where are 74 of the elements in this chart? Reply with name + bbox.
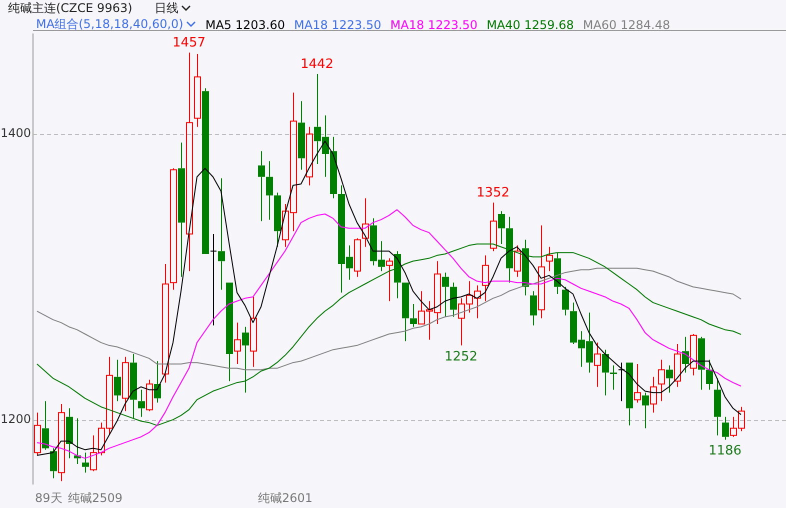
candlestick (450, 282, 457, 318)
candlestick (674, 344, 681, 388)
candlestick (186, 52, 193, 272)
candlestick (122, 356, 129, 412)
candlestick (234, 322, 241, 364)
legend-label: MA18 1223.50 (294, 18, 382, 32)
candlestick (306, 126, 313, 186)
text: MA40 1259.68 (486, 18, 574, 32)
annotation: 1457 (172, 35, 206, 50)
candlestick (202, 88, 209, 254)
y-tick-label: 1200 (0, 412, 31, 426)
annotation: 1186 (708, 444, 742, 459)
candlestick (410, 304, 417, 328)
candlestick (242, 326, 249, 394)
candlestick (386, 258, 393, 302)
candlestick (514, 244, 521, 278)
candlestick (490, 202, 497, 252)
candlestick (298, 100, 305, 170)
candlestick (706, 359, 713, 390)
candlestick (258, 150, 265, 222)
candlestick (274, 192, 281, 248)
candlestick (642, 392, 649, 429)
candlestick (138, 389, 145, 418)
candlestick (162, 264, 169, 384)
candlestick (394, 250, 401, 299)
candlestick (130, 354, 137, 419)
candlestick (178, 142, 185, 278)
candlestick (722, 416, 729, 440)
candlestick (714, 378, 721, 436)
candlestick (482, 254, 489, 302)
candlestick (66, 408, 73, 459)
candlestick (154, 360, 161, 404)
candlestick (610, 364, 617, 390)
text: 纯碱2509 (68, 490, 123, 507)
candlestick (210, 234, 217, 326)
candlestick (114, 359, 121, 402)
y-tick-label: 1400 (0, 126, 31, 140)
candlestick (530, 290, 537, 326)
legend-title: MA组合(5,18,18,40,60,0) (36, 16, 184, 33)
candlestick (682, 336, 689, 374)
candlestick (82, 452, 89, 474)
candlestick (362, 198, 369, 248)
candlestick (218, 178, 225, 290)
annotation: 1352 (476, 185, 510, 200)
candlestick (442, 272, 449, 318)
candlestick (226, 282, 233, 382)
chart-subtitle: 日线 (154, 0, 178, 17)
candlestick (658, 359, 665, 402)
candlestick (538, 224, 545, 319)
candlestick (602, 349, 609, 396)
candlestick (626, 362, 633, 426)
candlestick (698, 336, 705, 390)
candlestick (58, 404, 65, 482)
candlestick (634, 364, 641, 404)
candlestick (650, 376, 657, 414)
candlestick (266, 160, 273, 220)
candlestick (50, 448, 57, 479)
candlestick (402, 282, 409, 342)
candlestick (594, 342, 601, 388)
text: 89天 (35, 490, 62, 507)
candlestick (546, 246, 553, 272)
annotation: 1252 (444, 349, 478, 364)
candlestick (498, 210, 505, 244)
candlestick (194, 54, 201, 128)
candlestick (666, 364, 673, 394)
text: MA60 1284.48 (582, 18, 670, 32)
text: MA18 1223.50 (390, 18, 478, 32)
annotation: 1442 (300, 56, 334, 72)
text: MA5 1203.60 (205, 18, 285, 32)
candlestick (250, 296, 257, 368)
text: 纯碱2601 (258, 490, 313, 507)
candlestick (34, 412, 41, 456)
candlestick (42, 400, 49, 450)
chart-title: 纯碱主连(CZCE 9963) (8, 0, 132, 17)
